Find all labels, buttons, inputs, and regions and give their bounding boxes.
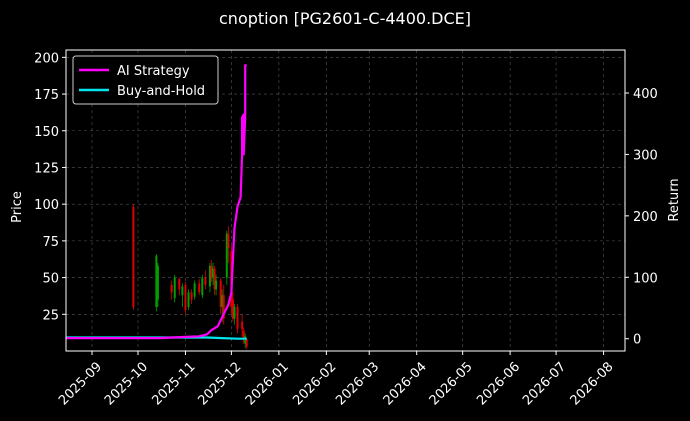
candle	[170, 280, 173, 300]
candle-body	[244, 336, 247, 344]
candle	[156, 262, 159, 307]
candle-body	[227, 233, 230, 249]
candle-body	[187, 292, 190, 307]
candle-body	[219, 280, 222, 307]
y-axis-left: 25 50 75 100 125 150 175 200	[34, 51, 66, 323]
y2-tick-label: 300	[633, 148, 658, 163]
plot-frame	[65, 49, 626, 352]
y2-tick-label: 400	[633, 87, 658, 102]
candles	[132, 204, 248, 350]
legend-box	[72, 55, 219, 105]
candle-body	[181, 286, 184, 296]
candle-body	[184, 284, 187, 310]
candle	[236, 304, 239, 334]
candle	[233, 304, 236, 325]
y-tick-label: 150	[34, 125, 59, 140]
candle	[210, 259, 213, 282]
y2-axis-label: Return	[667, 178, 682, 221]
candle	[184, 281, 187, 315]
ai-strategy-line	[66, 64, 247, 340]
y-tick-label: 50	[42, 272, 59, 287]
candle-body	[245, 339, 248, 347]
candle	[219, 277, 222, 315]
chart-title: cnoption [PG2601-C-4400.DCE]	[219, 9, 471, 28]
candle-body	[132, 207, 135, 307]
candle	[231, 292, 234, 322]
candle-body	[156, 265, 159, 300]
candle	[242, 327, 245, 344]
y2-tick-label: 200	[633, 210, 658, 225]
candle	[201, 274, 204, 299]
candle	[225, 230, 228, 285]
candle-body	[213, 268, 216, 290]
candle-body	[241, 321, 244, 329]
candle	[155, 254, 158, 312]
y-tick-label: 125	[34, 161, 59, 176]
candle-body	[225, 233, 228, 278]
y-tick-label: 25	[42, 308, 59, 323]
candle-body	[190, 292, 193, 300]
candle	[222, 284, 225, 325]
y2-tick-label: 100	[633, 271, 658, 286]
candle-body	[210, 265, 213, 278]
candle	[244, 333, 247, 349]
candle	[193, 280, 196, 300]
candle	[132, 204, 135, 310]
y2-tick-label: 0	[633, 333, 641, 348]
candle-body	[193, 283, 196, 297]
candle	[227, 226, 230, 263]
candle-body	[233, 306, 236, 319]
legend: AI Strategy Buy-and-Hold	[72, 55, 219, 105]
candle-body	[208, 265, 211, 287]
candle-body	[178, 279, 181, 290]
candle	[173, 274, 176, 303]
candle	[241, 314, 244, 337]
y-tick-label: 75	[42, 235, 59, 250]
candle-body	[221, 295, 224, 307]
candle	[187, 289, 190, 310]
y-tick-label: 175	[34, 88, 59, 103]
legend-label-ai-strategy: AI Strategy	[117, 64, 190, 79]
candle	[213, 265, 216, 296]
candle-body	[215, 280, 218, 290]
candle-body	[173, 277, 176, 299]
candle	[190, 289, 193, 305]
candle	[181, 283, 184, 307]
candle	[212, 262, 215, 285]
candle-body	[170, 284, 173, 293]
candle	[245, 337, 248, 350]
series-lines	[66, 64, 247, 340]
y-tick-label: 100	[34, 198, 59, 213]
candle-body	[212, 268, 215, 278]
candle	[178, 277, 181, 296]
legend-label-buy-and-hold: Buy-and-Hold	[117, 84, 205, 99]
candle-body	[231, 299, 234, 319]
y-tick-label: 200	[34, 51, 59, 66]
candle	[204, 270, 207, 290]
candle-body	[204, 277, 207, 285]
candle-body	[198, 283, 201, 293]
candle	[208, 262, 211, 293]
y-axis-right: 0 100 200 300 400	[625, 87, 658, 348]
candle-body	[201, 277, 204, 296]
y-axis-label: Price	[10, 191, 25, 223]
candle-body	[236, 306, 239, 329]
candle	[215, 274, 218, 296]
candle-body	[242, 330, 245, 340]
candle-body	[222, 295, 225, 319]
candle	[198, 279, 201, 296]
candle-body	[155, 255, 158, 307]
